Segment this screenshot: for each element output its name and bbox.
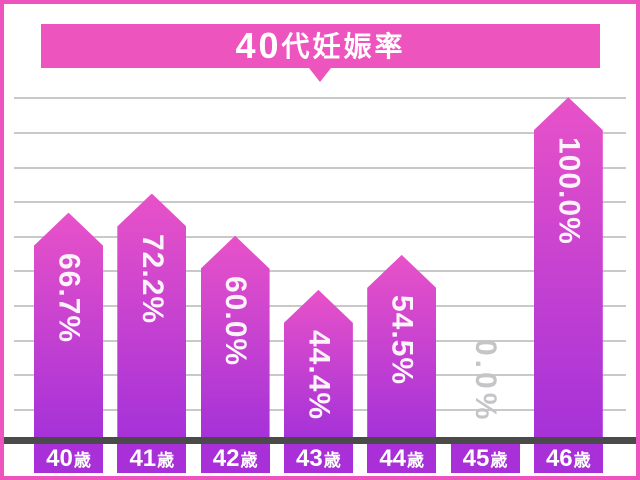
age-suffix: 歳 [73, 451, 91, 470]
bar-43歳: 44.4% [283, 289, 353, 437]
age-number: 41 [129, 444, 157, 472]
page-title-number: 40 [235, 25, 282, 66]
age-number: 40 [46, 444, 73, 472]
bar-41歳: 72.2% [117, 193, 187, 437]
plot-area: 66.7% 40 歳 72.2% 41 歳 60.0% 42 歳 44.4% 43 歳 54.5% 44 歳… [4, 4, 636, 476]
x-axis-label-41歳: 41 歳 [117, 444, 187, 473]
age-suffix: 歳 [407, 451, 425, 470]
age-suffix: 歳 [323, 451, 341, 470]
x-axis-label-43歳: 43 歳 [283, 444, 353, 473]
age-number: 46 [545, 444, 573, 472]
gridline-100-percent [14, 97, 626, 100]
bar-value-label: 100.0% [552, 137, 586, 245]
bar-44歳: 54.5% [367, 254, 437, 437]
gridline-50-percent [14, 270, 626, 273]
bar-value-label: 44.4% [302, 329, 336, 420]
page-title-text: 代妊娠率 [281, 31, 406, 62]
bar-value-label: 66.7% [52, 252, 86, 343]
age-number: 44 [379, 444, 407, 472]
x-axis-label-42歳: 42 歳 [200, 444, 270, 473]
age-number: 43 [296, 444, 323, 472]
gridline-80-percent [14, 166, 626, 169]
age-suffix: 歳 [240, 451, 258, 470]
bar-value-label: 54.5% [385, 294, 419, 385]
x-axis-label-45歳: 45 歳 [450, 444, 520, 473]
bar-40歳: 66.7% [34, 212, 103, 437]
down-triangle-icon [309, 68, 331, 82]
age-suffix: 歳 [490, 451, 508, 470]
bar-value-label: 60.0% [219, 275, 253, 366]
age-suffix: 歳 [157, 451, 175, 470]
gridline-70-percent [14, 201, 626, 204]
x-axis-label-46歳: 46 歳 [533, 444, 603, 473]
zero-value-label: 0.0% [469, 339, 502, 424]
bar-value-label: 72.2% [135, 233, 169, 324]
bar-46歳: 100.0% [533, 97, 603, 437]
gridline-90-percent [14, 131, 626, 134]
title-banner: 40 代妊娠率 [41, 24, 600, 68]
age-number: 45 [462, 444, 490, 472]
bar-42歳: 60.0% [200, 235, 270, 437]
age-suffix: 歳 [573, 451, 591, 470]
x-axis-label-44歳: 44 歳 [367, 444, 437, 473]
x-axis-line [4, 437, 636, 444]
x-axis-label-40歳: 40 歳 [34, 444, 103, 473]
gridline-60-percent [14, 235, 626, 238]
age-number: 42 [212, 444, 240, 472]
